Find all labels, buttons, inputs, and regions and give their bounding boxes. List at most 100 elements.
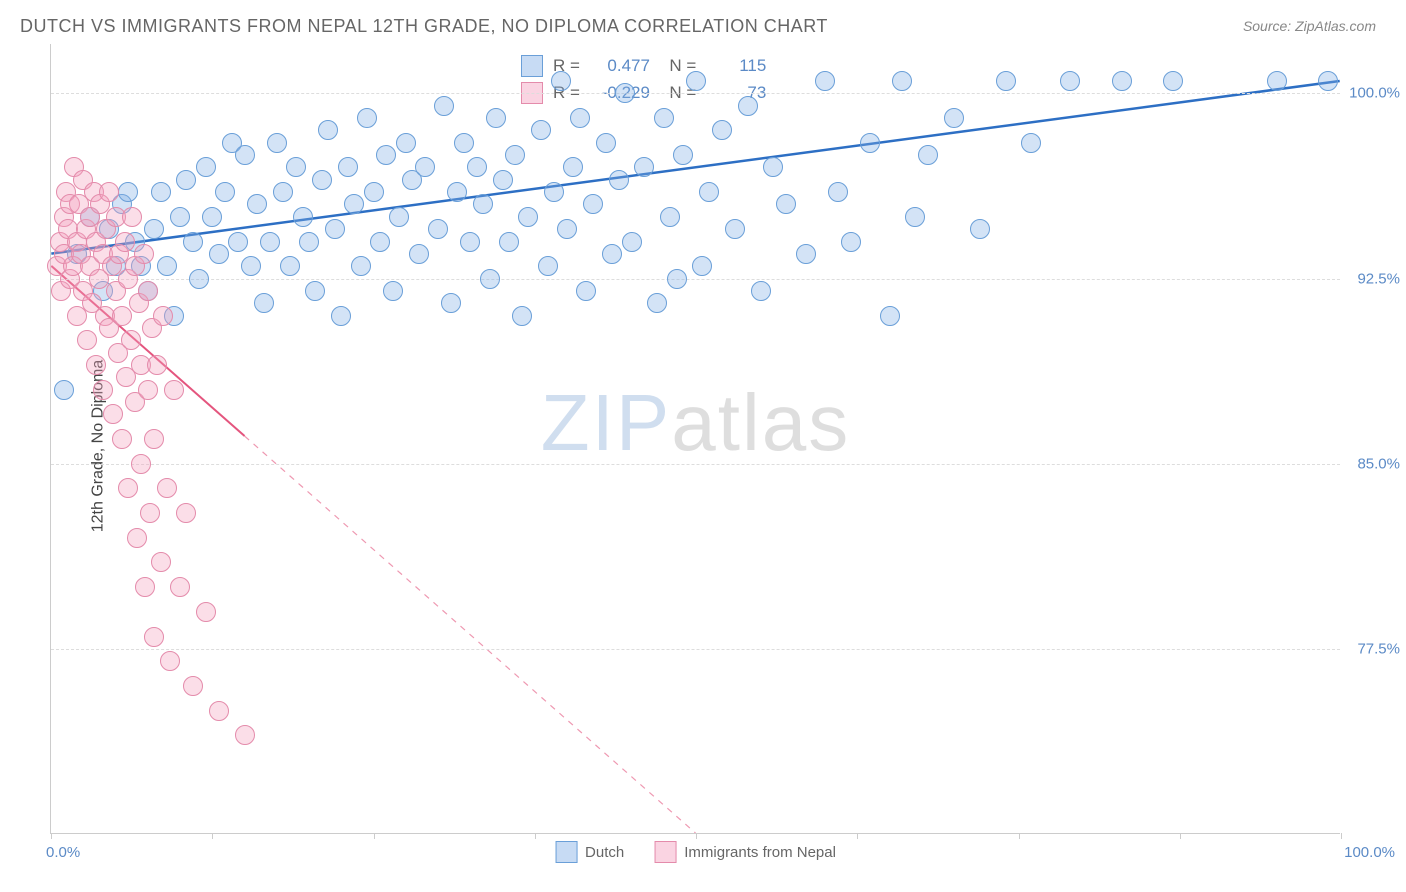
x-tick-mark [1341, 833, 1342, 839]
y-tick-label: 92.5% [1357, 270, 1400, 287]
scatter-point [118, 182, 138, 202]
scatter-point [127, 528, 147, 548]
scatter-point [112, 306, 132, 326]
gridline-h [51, 279, 1340, 280]
scatter-point [103, 404, 123, 424]
scatter-point [1267, 71, 1287, 91]
scatter-point [112, 429, 132, 449]
scatter-point [118, 478, 138, 498]
scatter-point [135, 577, 155, 597]
scatter-point [654, 108, 674, 128]
scatter-point [841, 232, 861, 252]
scatter-point [396, 133, 416, 153]
x-tick-mark [535, 833, 536, 839]
scatter-point [531, 120, 551, 140]
scatter-point [699, 182, 719, 202]
scatter-point [312, 170, 332, 190]
y-tick-label: 100.0% [1349, 85, 1400, 102]
scatter-point [121, 330, 141, 350]
scatter-point [183, 676, 203, 696]
scatter-point [551, 71, 571, 91]
scatter-point [970, 219, 990, 239]
scatter-point [228, 232, 248, 252]
y-tick-label: 85.0% [1357, 455, 1400, 472]
scatter-point [667, 269, 687, 289]
scatter-point [634, 157, 654, 177]
scatter-point [247, 194, 267, 214]
scatter-point [164, 380, 184, 400]
scatter-point [763, 157, 783, 177]
scatter-point [376, 145, 396, 165]
gridline-h [51, 93, 1340, 94]
scatter-point [563, 157, 583, 177]
scatter-point [692, 256, 712, 276]
watermark-zip: ZIP [541, 378, 671, 467]
scatter-point [434, 96, 454, 116]
chart-container: DUTCH VS IMMIGRANTS FROM NEPAL 12TH GRAD… [0, 0, 1406, 892]
x-tick-mark [857, 833, 858, 839]
scatter-point [140, 503, 160, 523]
scatter-point [428, 219, 448, 239]
scatter-point [892, 71, 912, 91]
scatter-point [647, 293, 667, 313]
scatter-point [122, 207, 142, 227]
source-label: Source: ZipAtlas.com [1243, 18, 1376, 34]
scatter-point [1112, 71, 1132, 91]
scatter-point [712, 120, 732, 140]
gridline-h [51, 464, 1340, 465]
scatter-point [196, 602, 216, 622]
scatter-point [944, 108, 964, 128]
scatter-point [147, 355, 167, 375]
scatter-point [538, 256, 558, 276]
scatter-point [905, 207, 925, 227]
scatter-point [293, 207, 313, 227]
scatter-point [189, 269, 209, 289]
scatter-point [473, 194, 493, 214]
legend-label-dutch: Dutch [585, 844, 624, 861]
scatter-point [202, 207, 222, 227]
scatter-point [364, 182, 384, 202]
scatter-point [738, 96, 758, 116]
legend-item-nepal: Immigrants from Nepal [654, 841, 836, 863]
scatter-point [602, 244, 622, 264]
scatter-point [331, 306, 351, 326]
scatter-point [383, 281, 403, 301]
scatter-point [389, 207, 409, 227]
scatter-point [518, 207, 538, 227]
scatter-point [305, 281, 325, 301]
scatter-point [505, 145, 525, 165]
x-tick-mark [51, 833, 52, 839]
scatter-point [493, 170, 513, 190]
legend-bottom: Dutch Immigrants from Nepal [555, 841, 836, 863]
scatter-point [235, 725, 255, 745]
scatter-point [660, 207, 680, 227]
scatter-point [160, 651, 180, 671]
scatter-point [409, 244, 429, 264]
scatter-point [99, 182, 119, 202]
scatter-point [570, 108, 590, 128]
scatter-point [138, 281, 158, 301]
scatter-point [467, 157, 487, 177]
scatter-point [86, 355, 106, 375]
scatter-point [54, 380, 74, 400]
scatter-point [170, 577, 190, 597]
scatter-point [1060, 71, 1080, 91]
x-tick-label-left: 0.0% [46, 844, 80, 861]
scatter-point [918, 145, 938, 165]
scatter-point [460, 232, 480, 252]
scatter-point [134, 244, 154, 264]
scatter-point [480, 269, 500, 289]
gridline-h [51, 649, 1340, 650]
scatter-point [176, 170, 196, 190]
scatter-point [776, 194, 796, 214]
scatter-point [153, 306, 173, 326]
scatter-point [77, 330, 97, 350]
chart-title: DUTCH VS IMMIGRANTS FROM NEPAL 12TH GRAD… [20, 16, 828, 37]
scatter-point [609, 170, 629, 190]
scatter-point [151, 552, 171, 572]
scatter-point [280, 256, 300, 276]
scatter-point [499, 232, 519, 252]
scatter-point [196, 157, 216, 177]
scatter-point [622, 232, 642, 252]
scatter-point [344, 194, 364, 214]
